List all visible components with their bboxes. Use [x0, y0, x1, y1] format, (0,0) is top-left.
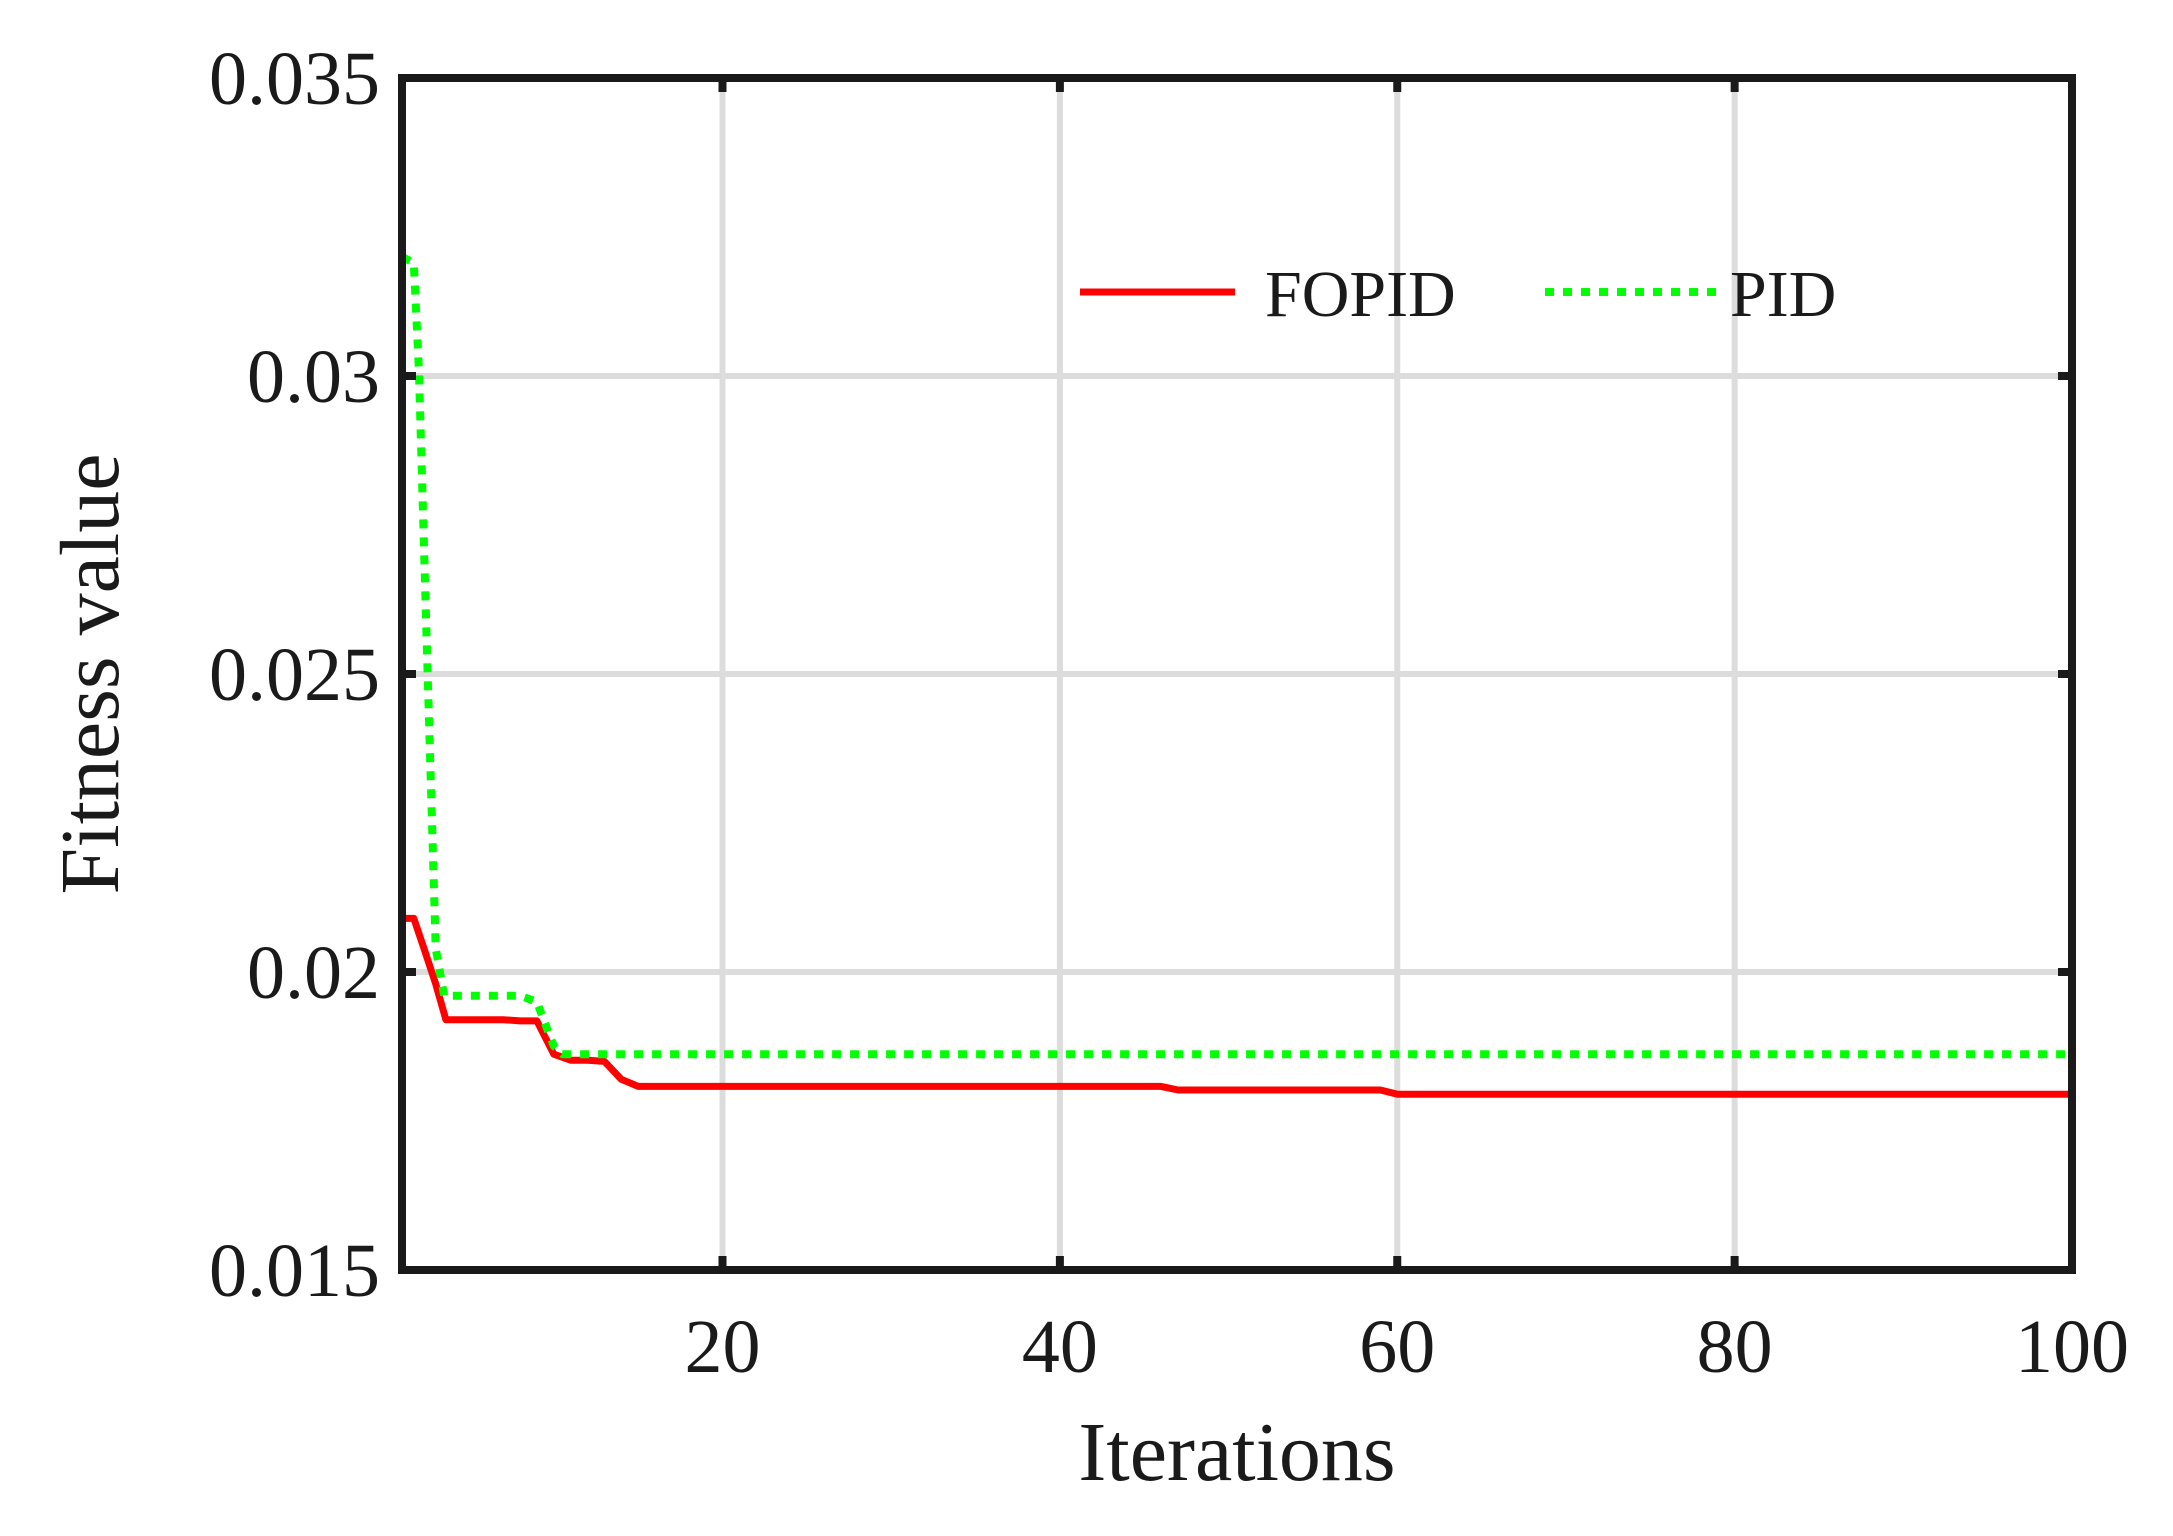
- x-tick-label: 100: [2015, 1305, 2129, 1389]
- y-axis-title: Fitness value: [44, 454, 137, 895]
- series-line-fopid: [402, 914, 2072, 1098]
- legend-label-fopid: FOPID: [1265, 258, 1456, 331]
- y-tick-label: 0.03: [247, 335, 380, 419]
- legend: FOPID PID: [1080, 258, 1836, 331]
- tick-labels: 20 40 60 80 100 0.015 0.02 0.025 0.03 0.035: [209, 37, 2129, 1389]
- y-tick-label: 0.035: [209, 37, 380, 121]
- y-tick-label: 0.015: [209, 1229, 380, 1313]
- legend-item-pid: PID: [1545, 258, 1836, 331]
- grid-lines: [402, 78, 2072, 1270]
- series-lines: [400, 253, 2072, 1098]
- y-tick-label: 0.02: [247, 931, 380, 1015]
- y-tick-label: 0.025: [209, 633, 380, 717]
- axes: [398, 74, 2076, 1274]
- x-axis-title: Iterations: [1078, 1406, 1395, 1499]
- x-tick-label: 60: [1359, 1305, 1435, 1389]
- x-tick-label: 20: [685, 1305, 761, 1389]
- x-tick-label: 40: [1022, 1305, 1098, 1389]
- x-tick-label: 80: [1697, 1305, 1773, 1389]
- legend-label-pid: PID: [1730, 258, 1836, 331]
- legend-item-fopid: FOPID: [1080, 258, 1456, 331]
